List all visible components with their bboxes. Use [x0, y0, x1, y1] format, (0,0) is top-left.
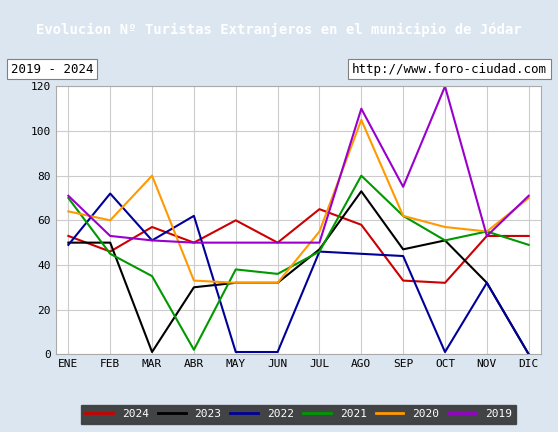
- Legend: 2024, 2023, 2022, 2021, 2020, 2019: 2024, 2023, 2022, 2021, 2020, 2019: [81, 405, 516, 424]
- Text: Evolucion Nº Turistas Extranjeros en el municipio de Jódar: Evolucion Nº Turistas Extranjeros en el …: [36, 23, 522, 38]
- Text: 2019 - 2024: 2019 - 2024: [11, 63, 94, 76]
- Text: http://www.foro-ciudad.com: http://www.foro-ciudad.com: [352, 63, 547, 76]
